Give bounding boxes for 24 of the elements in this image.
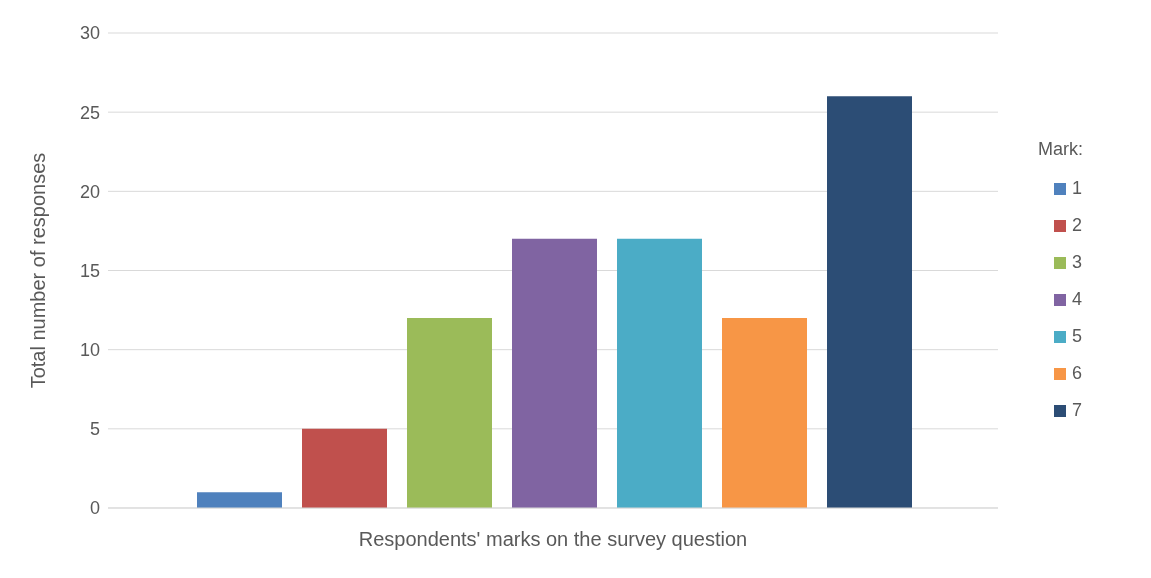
legend-label: 2 xyxy=(1072,215,1083,236)
legend-label: 4 xyxy=(1072,289,1083,310)
bar xyxy=(512,238,597,508)
y-tick-label: 5 xyxy=(89,419,100,440)
x-axis-title: Respondents' marks on the survey question xyxy=(358,528,748,550)
y-tick-label: 0 xyxy=(89,498,100,519)
legend-label: 1 xyxy=(1072,178,1083,199)
y-tick-label: 25 xyxy=(79,102,100,123)
y-tick-label: 20 xyxy=(79,181,100,202)
y-tick-label: 30 xyxy=(79,23,100,44)
y-axis-title: Total number of responses xyxy=(27,152,50,389)
legend-title: Mark: xyxy=(1038,139,1084,160)
bar xyxy=(722,318,807,508)
y-tick-label: 10 xyxy=(79,340,100,361)
legend-label: 3 xyxy=(1072,252,1083,273)
bar xyxy=(407,318,492,508)
bar xyxy=(302,428,387,508)
legend-label: 5 xyxy=(1072,326,1083,347)
bar xyxy=(617,238,702,508)
bar xyxy=(827,96,912,508)
y-tick-label: 15 xyxy=(79,260,100,281)
bar xyxy=(197,492,282,508)
legend-label: 6 xyxy=(1072,363,1083,384)
legend-label: 7 xyxy=(1072,400,1083,421)
